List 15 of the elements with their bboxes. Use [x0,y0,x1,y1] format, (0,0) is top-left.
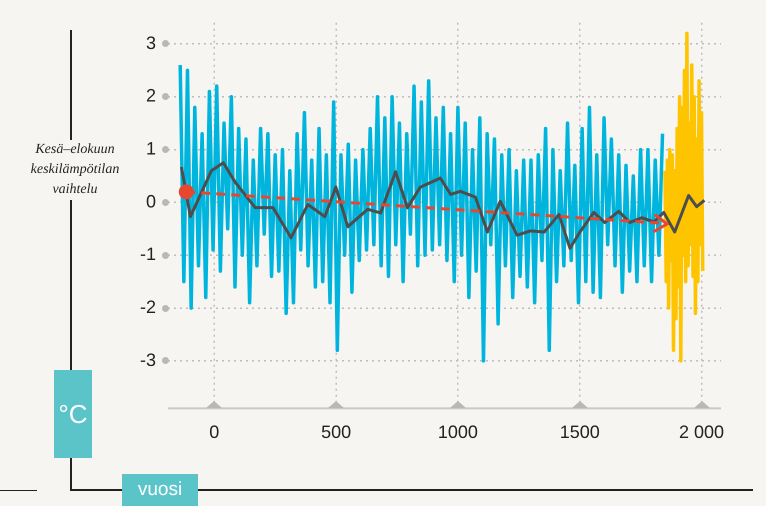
x-axis-title: vuosi [122,474,198,506]
y-tick-label: 0 [146,191,156,212]
x-tick-label: 1000 [438,422,478,442]
y-tick-label: 1 [146,138,156,159]
x-tick-label: 0 [209,422,220,442]
text: °C [54,370,92,458]
y-tick-label: -3 [140,350,156,370]
y-tick-label: -1 [140,244,156,264]
y-tick-label: 3 [146,32,156,53]
y-tick-label: 2 [146,86,156,106]
x-tick-label: 500 [321,422,352,442]
x-tick-label: 1500 [560,422,600,442]
y-tick-label: -2 [140,297,156,318]
y-axis-title: Kesä–elokuun keskilämpötilan vaihtelu [22,140,128,200]
x-tick-label: 2 000 [678,422,724,442]
